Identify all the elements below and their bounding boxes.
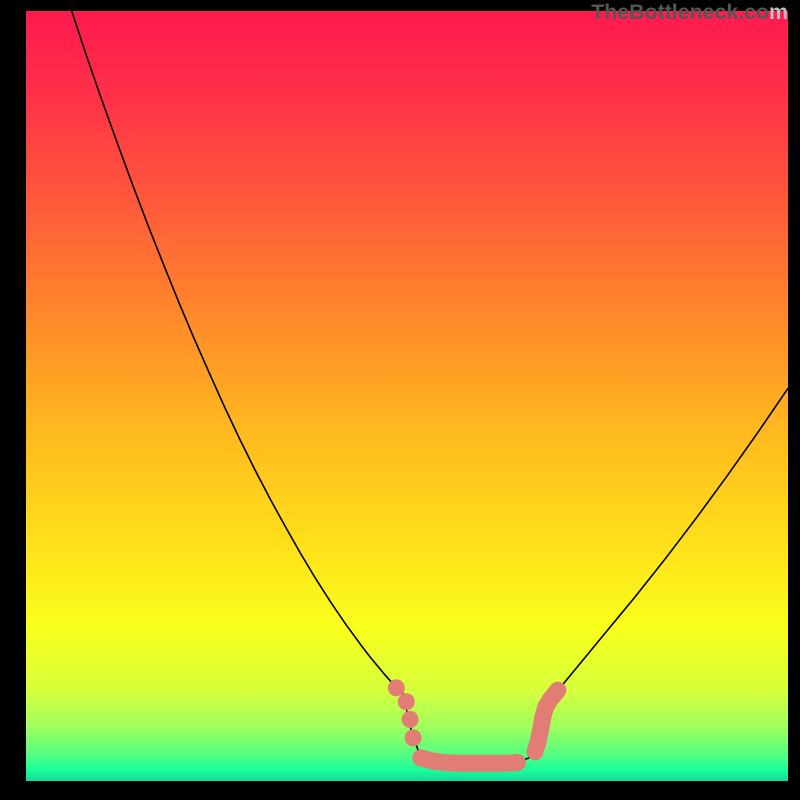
marker-dot bbox=[402, 711, 419, 728]
gradient-bg bbox=[26, 11, 788, 781]
marker-dot bbox=[405, 729, 422, 746]
marker-flat-capsule bbox=[421, 758, 518, 763]
marker-dot bbox=[388, 679, 405, 696]
bottleneck-curve-chart bbox=[0, 0, 800, 800]
chart-stage: TheBottleneck.com bbox=[0, 0, 800, 800]
marker-dot bbox=[398, 693, 415, 710]
